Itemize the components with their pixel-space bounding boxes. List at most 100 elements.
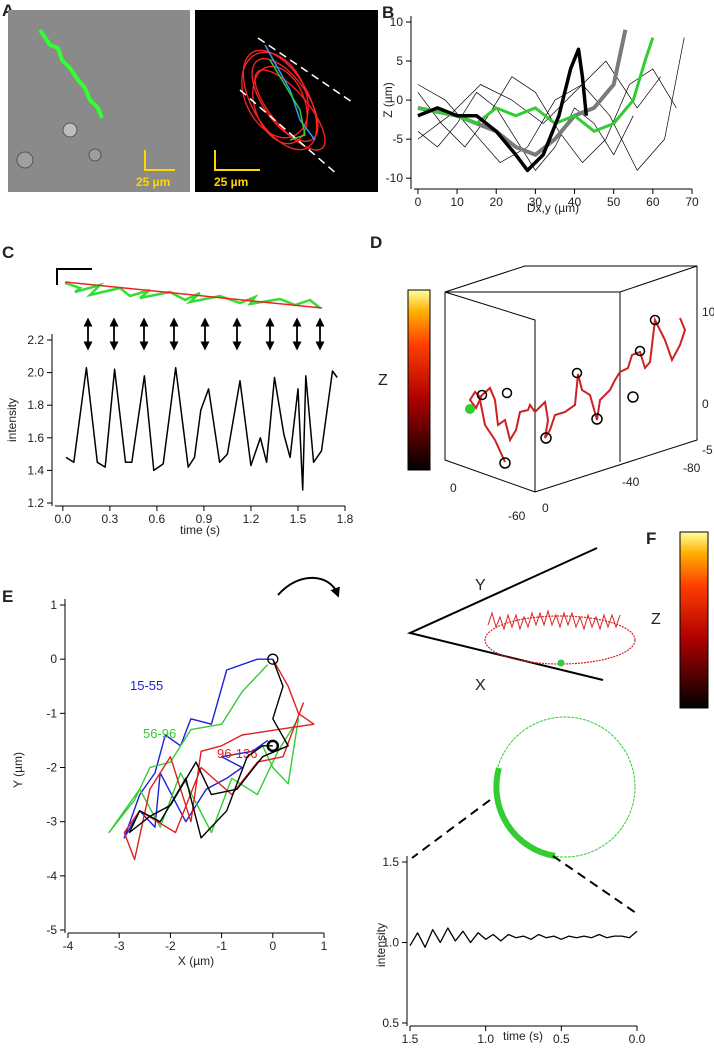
period-arrows: [83, 317, 325, 351]
x-tick-label: -3: [114, 939, 125, 953]
panel-label: B: [382, 3, 394, 22]
z-tick: -5: [702, 443, 713, 457]
x-tick-label: -4: [63, 939, 74, 953]
data-line: [417, 37, 685, 171]
scale-bar: [214, 150, 260, 171]
trajectory: [468, 316, 687, 463]
bound: [239, 37, 353, 176]
x-tick-label: 0: [269, 939, 276, 953]
y-tick-label: -5: [392, 132, 403, 146]
x-tick-label: 0.3: [102, 512, 119, 526]
track: [264, 44, 316, 141]
x-tick-label: 10: [450, 195, 464, 209]
start-marker: [267, 653, 279, 665]
panel-c-trace: [56, 268, 325, 351]
x-axis-label: time (s): [503, 1029, 543, 1043]
y-tick-label: -1: [46, 706, 57, 720]
scale-bar: [56, 268, 92, 285]
rotation-arrow: [277, 576, 340, 598]
scale-label: 25 µm: [136, 175, 170, 189]
y-tick-label: -3: [46, 815, 57, 829]
y-tick-label: 0.5: [382, 1016, 399, 1030]
x-tick-label: -1: [216, 939, 227, 953]
data-line: [417, 60, 661, 140]
x-tick-label: 1.8: [337, 512, 354, 526]
panel-label: D: [370, 233, 382, 252]
y-tick-label: 2.2: [27, 333, 44, 347]
data-line: [417, 91, 634, 171]
data-line: [123, 658, 273, 839]
x-tick-label: -2: [165, 939, 176, 953]
x-tick-label: 0.6: [149, 512, 166, 526]
y-tick-label: -10: [386, 171, 404, 185]
markers: [476, 314, 661, 469]
projection-highlight: [493, 767, 556, 859]
track: [269, 59, 306, 141]
x-tick-label: 30: [529, 195, 543, 209]
x-tick-label: 20: [490, 195, 504, 209]
y-tick-label: 10: [390, 15, 404, 29]
panel-label: C: [2, 243, 14, 262]
panel-label: E: [2, 587, 13, 606]
cell: [16, 151, 34, 169]
y-tick-label: 0: [396, 93, 403, 107]
x-axis-label: Dx,y (µm): [527, 201, 579, 215]
fit-line: [64, 281, 323, 309]
box: [444, 265, 698, 493]
end-marker: [266, 739, 280, 753]
x-tick: 0: [542, 501, 549, 515]
series-label: 15-55: [130, 678, 163, 693]
x-tick-label: 1.2: [243, 512, 260, 526]
x-tick-label: 0.9: [196, 512, 213, 526]
y-axis-label: intensity: [374, 923, 388, 967]
projection: [494, 716, 636, 858]
scale-label: 25 µm: [214, 175, 248, 189]
colorbar: [407, 289, 431, 471]
cell: [88, 148, 102, 162]
x-tick-label: 0.5: [553, 1032, 570, 1044]
y-tick-label: 1.4: [27, 463, 44, 477]
x-axis-label: X (µm): [178, 954, 214, 968]
trajectory: [487, 609, 621, 631]
data-line: [417, 47, 589, 173]
axes-wedge: [406, 547, 604, 681]
start: [557, 659, 565, 667]
y-tick-label: 1.6: [27, 431, 44, 445]
y-tick: -60: [508, 509, 526, 523]
y-tick-label: 1.2: [27, 496, 44, 510]
data-line: [128, 658, 289, 839]
x-tick-label: 0.0: [54, 512, 71, 526]
series-label: 56-96: [143, 726, 176, 741]
brightfield-image: [8, 10, 190, 192]
track-image: [195, 10, 378, 192]
zoom-lines: [411, 799, 637, 914]
x-axis-label: time (s): [180, 523, 220, 537]
axis-label: X: [475, 677, 486, 694]
trajectory: [484, 615, 636, 665]
x-tick: -80: [683, 461, 701, 475]
x-tick-label: 60: [646, 195, 660, 209]
trajectory: [64, 281, 321, 309]
panel-a: A 25 µm 25 µm: [2, 1, 378, 192]
x-tick-label: 0.0: [629, 1032, 646, 1044]
data-line: [65, 366, 338, 491]
x-tick: -40: [622, 475, 640, 489]
y-axis-label: Z (µm): [381, 82, 395, 118]
x-tick-label: 1.5: [402, 1032, 419, 1044]
data-line: [417, 29, 628, 157]
y-tick-label: 5: [396, 54, 403, 68]
x-tick-label: 70: [685, 195, 699, 209]
y-tick-label: -5: [46, 923, 57, 937]
data-line: [108, 664, 300, 834]
cell: [62, 122, 78, 138]
y-tick-label: 2.0: [27, 366, 44, 380]
y-tick-label: 1.8: [27, 398, 44, 412]
y-tick-label: -4: [46, 869, 57, 883]
y-tick-label: 1: [50, 598, 57, 612]
y-axis-label: Y (µm): [11, 752, 25, 788]
y-tick: 0: [450, 481, 457, 495]
panel-label: F: [646, 529, 656, 548]
y-axis-label: intensity: [5, 398, 19, 442]
